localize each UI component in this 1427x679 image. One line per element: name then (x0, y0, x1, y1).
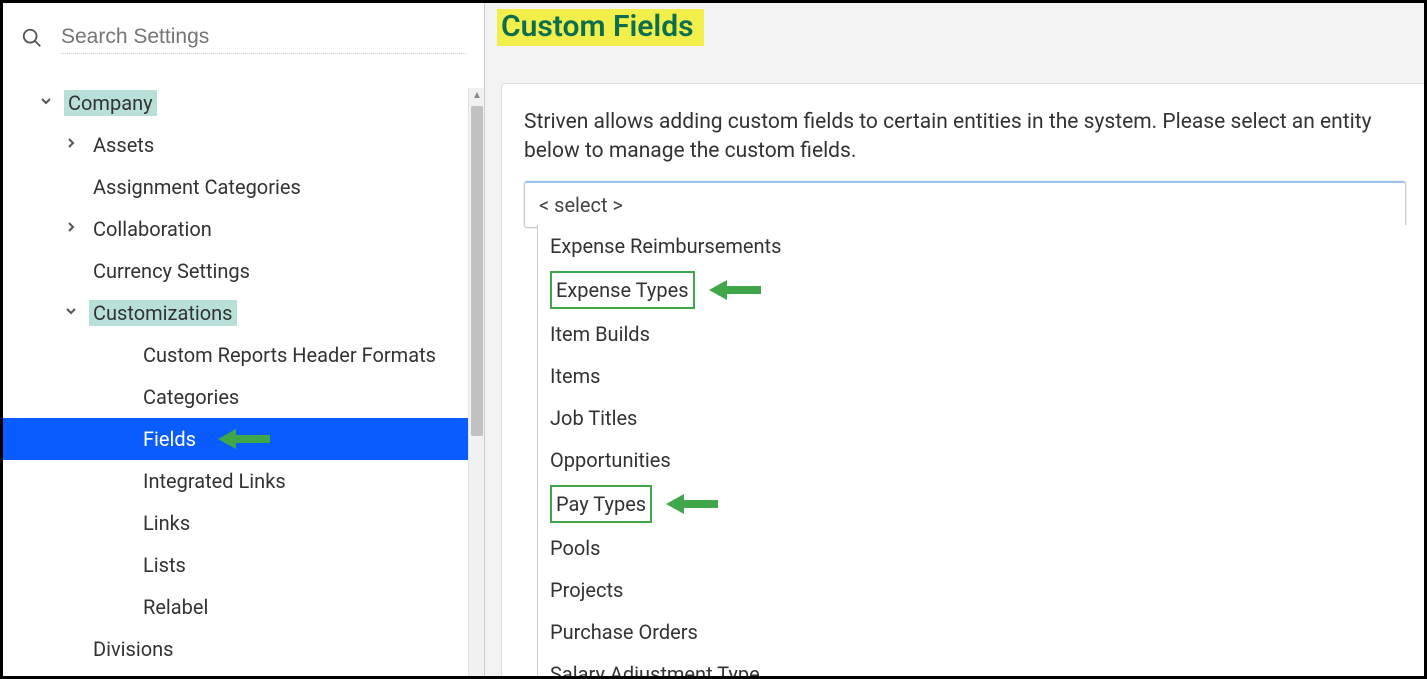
dropdown-option-expense-reimbursements[interactable]: Expense Reimbursements (538, 225, 1424, 267)
dropdown-option-label: Pay Types (550, 485, 652, 523)
sidebar-item-categories[interactable]: Categories (3, 376, 484, 418)
scroll-thumb[interactable] (471, 106, 483, 436)
sidebar-item-label: Lists (139, 552, 190, 578)
dropdown-option-purchase-orders[interactable]: Purchase Orders (538, 611, 1424, 653)
dropdown-option-label: Salary Adjustment Type (550, 657, 760, 676)
dropdown-option-items[interactable]: Items (538, 355, 1424, 397)
sidebar-item-label: Relabel (139, 594, 212, 620)
chevron-right-icon (63, 137, 79, 153)
sidebar-item-label: Collaboration (89, 216, 216, 242)
dropdown-option-salary-adjustment-type[interactable]: Salary Adjustment Type (538, 653, 1424, 676)
page-title: Custom Fields (497, 9, 704, 46)
dropdown-option-label: Purchase Orders (550, 615, 698, 649)
sidebar-item-assets[interactable]: Assets (3, 124, 484, 166)
sidebar-item-fields[interactable]: Fields (3, 418, 484, 460)
sidebar-item-label: Links (139, 510, 194, 536)
sidebar-item-label: Integrated Links (139, 468, 290, 494)
dropdown-option-label: Job Titles (550, 401, 637, 435)
sidebar-item-label: Custom Reports Header Formats (139, 342, 440, 368)
annotation-arrow-icon (666, 492, 718, 516)
dropdown-option-projects[interactable]: Projects (538, 569, 1424, 611)
annotation-arrow-icon (218, 427, 270, 451)
search-icon (21, 27, 43, 49)
scroll-up-arrow[interactable]: ▲ (472, 91, 482, 101)
sidebar-item-label: Customizations (89, 300, 237, 326)
chevron-down-icon (63, 305, 79, 321)
dropdown-option-pay-types[interactable]: Pay Types (538, 481, 1424, 527)
chevron-right-icon (63, 221, 79, 237)
intro-text: Striven allows adding custom fields to c… (524, 108, 1406, 167)
sidebar-item-currency-settings[interactable]: Currency Settings (3, 250, 484, 292)
sidebar-item-integrated-links[interactable]: Integrated Links (3, 460, 484, 502)
app-frame: Company Assets Assignment Categories Colla… (0, 0, 1427, 679)
sidebar-item-lists[interactable]: Lists (3, 544, 484, 586)
sidebar-item-label: Fields (139, 426, 200, 452)
settings-sidebar: Company Assets Assignment Categories Colla… (3, 3, 485, 676)
dropdown-option-label: Item Builds (550, 317, 650, 351)
dropdown-option-label: Expense Types (550, 271, 695, 309)
dropdown-option-job-titles[interactable]: Job Titles (538, 397, 1424, 439)
entity-select[interactable]: < select > (524, 181, 1406, 228)
dropdown-option-item-builds[interactable]: Item Builds (538, 313, 1424, 355)
dropdown-option-label: Expense Reimbursements (550, 229, 781, 263)
sidebar-item-links[interactable]: Links (3, 502, 484, 544)
sidebar-item-label: Assets (89, 132, 158, 158)
main-panel: Custom Fields Striven allows adding cust… (485, 3, 1424, 676)
dropdown-option-label: Opportunities (550, 443, 671, 477)
sidebar-item-label: Assignment Categories (89, 174, 305, 200)
dropdown-option-opportunities[interactable]: Opportunities (538, 439, 1424, 481)
sidebar-item-custom-reports-header-formats[interactable]: Custom Reports Header Formats (3, 334, 484, 376)
dropdown-option-label: Items (550, 359, 600, 393)
sidebar-item-label: Divisions (89, 636, 178, 662)
sidebar-item-collaboration[interactable]: Collaboration (3, 208, 484, 250)
dropdown-option-label: Projects (550, 573, 623, 607)
entity-dropdown: Expense Reimbursements Expense Types Item … (537, 225, 1424, 676)
search-row (3, 3, 484, 64)
chevron-down-icon (38, 95, 54, 111)
search-input[interactable] (61, 21, 466, 54)
annotation-arrow-icon (709, 278, 761, 302)
sidebar-item-company[interactable]: Company (3, 82, 484, 124)
sidebar-item-assignment-categories[interactable]: Assignment Categories (3, 166, 484, 208)
sidebar-scrollbar[interactable]: ▲ (468, 88, 484, 678)
dropdown-option-expense-types[interactable]: Expense Types (538, 267, 1424, 313)
sidebar-item-customizations[interactable]: Customizations (3, 292, 484, 334)
sidebar-item-label: Currency Settings (89, 258, 254, 284)
sidebar-item-label: Company (64, 90, 157, 116)
sidebar-item-divisions[interactable]: Divisions (3, 628, 484, 670)
sidebar-item-label: Categories (139, 384, 243, 410)
dropdown-option-pools[interactable]: Pools (538, 527, 1424, 569)
dropdown-option-label: Pools (550, 531, 601, 565)
sidebar-item-relabel[interactable]: Relabel (3, 586, 484, 628)
settings-tree: Company Assets Assignment Categories Colla… (3, 64, 484, 676)
